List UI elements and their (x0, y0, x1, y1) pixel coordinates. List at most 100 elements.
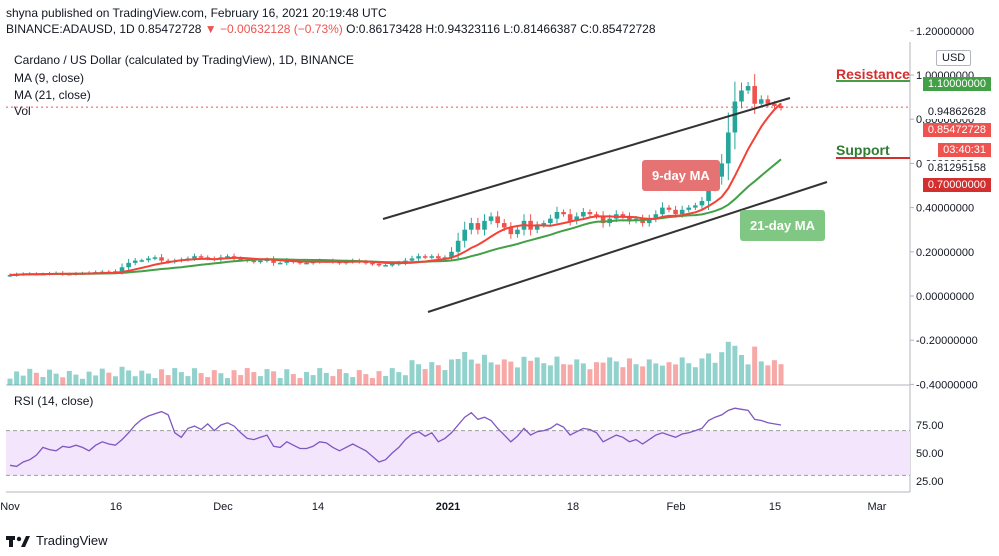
volume-bar (152, 378, 158, 385)
candle-body (732, 101, 738, 133)
volume-bar (778, 364, 784, 385)
down-arrow-icon: ▼ (204, 22, 217, 36)
volume-bar (304, 372, 310, 385)
rsi-tick-label: 25.00 (916, 476, 944, 488)
volume-bar (534, 357, 540, 385)
candle-body (251, 260, 257, 263)
volume-bar (132, 376, 138, 385)
volume-bar (580, 363, 586, 385)
volume-bar (356, 370, 362, 385)
candle-body (455, 240, 461, 252)
volume-bar (706, 353, 712, 385)
volume-bar (758, 361, 764, 385)
candle-body (646, 218, 652, 224)
currency-button[interactable]: USD (936, 50, 972, 66)
time-tick-label: 18 (567, 501, 579, 513)
candle-body (673, 209, 678, 215)
volume-bar (264, 369, 270, 385)
volume-bar (330, 376, 336, 385)
candle-body (752, 86, 757, 104)
resistance-price-tag: 1.10000000 (922, 77, 991, 91)
candle-body (277, 262, 283, 265)
candle-body (429, 256, 435, 258)
volume-bar (541, 363, 547, 385)
volume-bar (178, 372, 184, 385)
volume-bar (337, 369, 342, 385)
ma21-callout: 21-day MA (740, 210, 826, 241)
volume-bar (462, 352, 468, 385)
candle-body (370, 262, 375, 265)
volume-bar (475, 363, 481, 385)
channel-upper-line (382, 97, 791, 220)
price-tick-label: -0.40000000 (916, 379, 978, 391)
volume-bar (673, 364, 679, 385)
volume-bar (343, 373, 349, 385)
rsi-tick-label: 75.00 (916, 420, 944, 432)
candle-body (152, 257, 158, 259)
candle-body (376, 263, 382, 266)
candle-body (534, 225, 540, 230)
candle-body (515, 229, 520, 235)
candle-body (192, 256, 197, 259)
volume-bar (27, 368, 33, 385)
volume-bar (112, 376, 118, 385)
volume-bar (20, 375, 26, 385)
countdown-tag: 03:40:31 (938, 143, 991, 157)
candle-body (126, 262, 131, 268)
ma9-price-tag: 0.81295158 (922, 161, 991, 175)
channel-lower-line (427, 181, 828, 313)
candle-body (159, 257, 164, 261)
volume-bar (376, 371, 382, 385)
price-tick-label: 0.20000000 (916, 247, 974, 259)
candle-body (548, 218, 553, 224)
volume-bar (231, 370, 237, 385)
volume-bar (73, 374, 79, 385)
volume-bar (449, 359, 455, 385)
footer-brand[interactable]: TradingView (6, 533, 108, 548)
candle-body (383, 265, 388, 267)
volume-bar (607, 357, 613, 385)
candle-body (132, 260, 138, 263)
volume-bar (600, 362, 606, 385)
volume-bar (369, 378, 375, 385)
volume-bar (383, 376, 389, 385)
volume-bar (422, 369, 428, 385)
volume-bar (521, 356, 527, 385)
symbol: BINANCE:ADAUSD, 1D (6, 22, 135, 36)
tradingview-logo-icon (6, 535, 30, 547)
volume-bar (119, 366, 125, 385)
candle-body (772, 103, 777, 106)
candle-body (567, 214, 573, 221)
volume-bar (481, 354, 487, 385)
volume-bar (646, 359, 652, 385)
volume-bar (659, 365, 665, 385)
volume-bar (60, 377, 66, 385)
volume-bar (626, 358, 632, 385)
volume-bar (238, 375, 244, 385)
volume-bar (765, 365, 771, 385)
candle-body (541, 223, 547, 226)
volume-bar (679, 357, 685, 385)
time-tick-label: Mar (868, 501, 887, 513)
candle-body (7, 275, 13, 277)
volume-bar (257, 376, 263, 385)
candle-body (778, 105, 784, 109)
volume-bar (277, 378, 283, 385)
volume-bar (99, 368, 105, 385)
ohlc-values: O:0.86173428 H:0.94323116 L:0.81466387 C… (346, 22, 656, 36)
volume-bar (699, 358, 705, 385)
support-price-tag: 0.70000000 (922, 178, 991, 192)
candle-body (258, 260, 263, 263)
volume-bar (93, 375, 99, 385)
volume-bar (501, 359, 507, 385)
volume-bar (53, 373, 59, 385)
candle-body (482, 220, 487, 230)
time-tick-label: 14 (312, 501, 324, 513)
time-tick-label: Dec (213, 501, 233, 513)
volume-bar (409, 360, 415, 385)
rsi-tick-label: 50.00 (916, 448, 944, 460)
legend-ma21: MA (21, close) (14, 88, 91, 102)
volume-bar (271, 371, 277, 385)
volume-bar (66, 371, 72, 385)
